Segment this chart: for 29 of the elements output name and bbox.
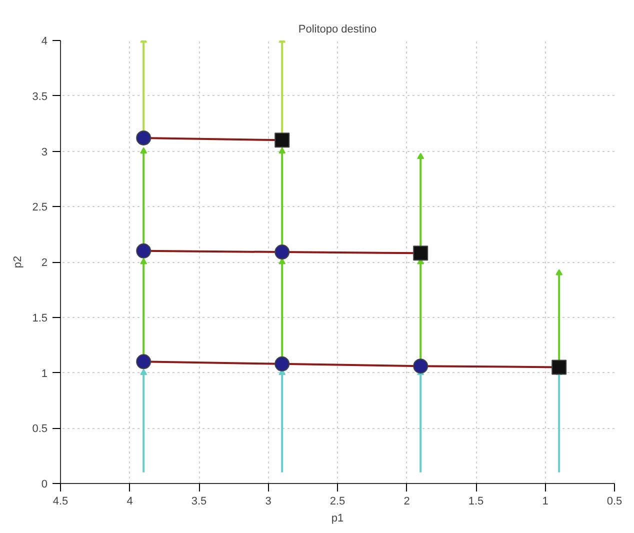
x-tick-label: 4	[126, 496, 133, 508]
chart-title: Politopo destino	[298, 24, 377, 36]
point	[136, 243, 152, 258]
x-axis-title: p1	[331, 512, 344, 524]
x-tick-label: 1	[542, 496, 548, 508]
x-tick-label: 4.5	[52, 496, 68, 508]
y-tick-label: 4	[41, 36, 48, 48]
y-tick-label: 2	[41, 257, 48, 269]
y-tick-label: 3	[41, 146, 48, 158]
y-tick-label: 1	[41, 368, 48, 380]
x-tick-label: 2.5	[330, 496, 346, 508]
point	[274, 132, 290, 148]
point	[274, 244, 290, 260]
point	[274, 356, 290, 372]
x-tick-label: 3.5	[191, 496, 207, 508]
y-tick-label: 0	[41, 478, 48, 490]
x-tick-label: 2	[404, 496, 410, 508]
point	[552, 360, 567, 375]
y-tick-label: 0.5	[32, 423, 48, 436]
y-axis-title: p2	[12, 256, 24, 268]
point	[413, 246, 428, 261]
point	[136, 354, 152, 370]
x-tick-label: 1.5	[468, 496, 484, 508]
point	[136, 130, 152, 146]
y-tick-label: 2.5	[32, 202, 48, 214]
x-tick-label: 0.5	[606, 496, 622, 508]
y-tick-label: 1.5	[32, 312, 48, 324]
y-tick-label: 3.5	[32, 90, 48, 103]
x-tick-label: 3	[265, 496, 272, 508]
